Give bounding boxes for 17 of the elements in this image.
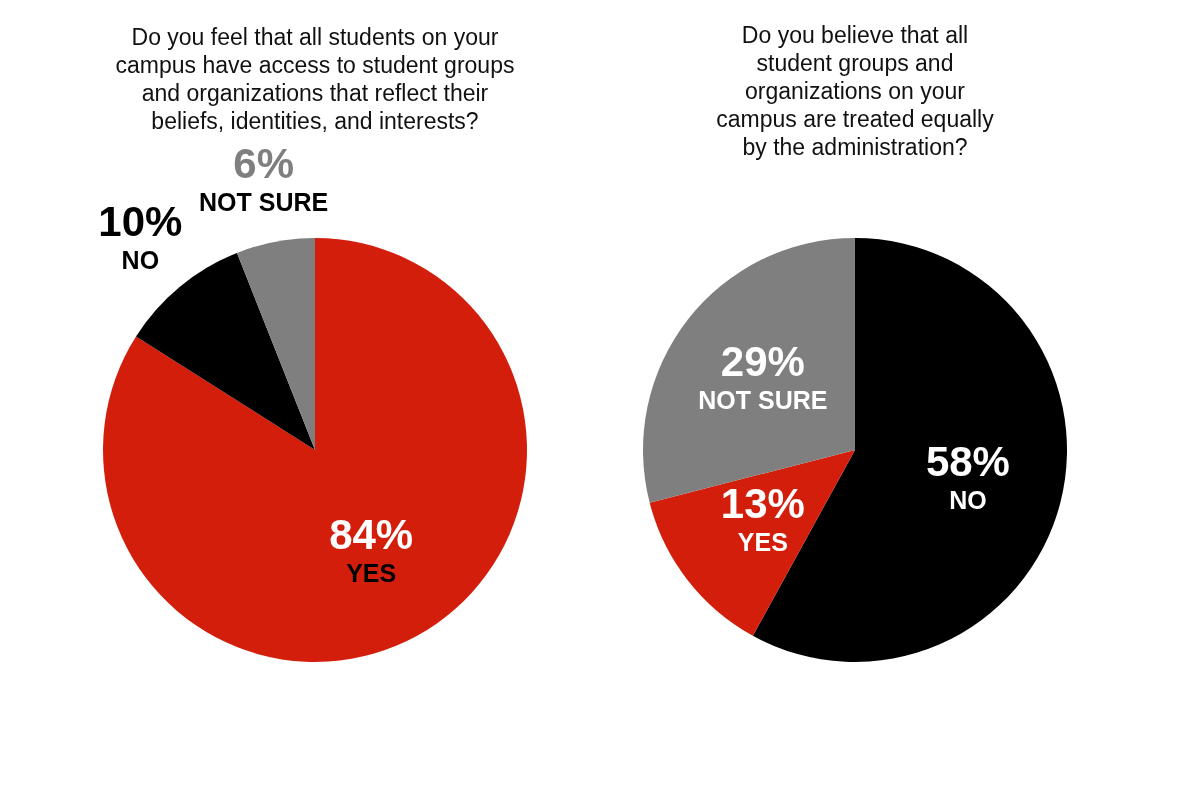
slice-label: NO xyxy=(121,245,160,274)
slice-label: YES xyxy=(737,528,788,557)
pie-slice xyxy=(103,238,527,662)
slice-label: NOT SURE xyxy=(698,385,828,414)
pie-slice xyxy=(236,238,315,450)
data-label: 6% xyxy=(233,139,295,187)
slice-label: NO xyxy=(949,486,987,514)
data-label: 13% xyxy=(720,480,805,528)
data-label: 84% xyxy=(329,511,414,559)
data-label: 29% xyxy=(720,337,805,385)
chart-title: Do you believe that all student groups and organizations on your campus are treated equally by the administration? xyxy=(716,22,995,160)
pie-slice xyxy=(649,450,855,636)
slice-label: NOT SURE xyxy=(199,187,329,216)
slice-label: YES xyxy=(346,559,397,588)
data-label: 10% xyxy=(98,197,183,245)
data-label: 58% xyxy=(925,438,1010,485)
chart-title: Do you feel that all students on your campus have access to student groups and organizations that reflect their beliefs, identities, and interests? xyxy=(115,23,515,134)
